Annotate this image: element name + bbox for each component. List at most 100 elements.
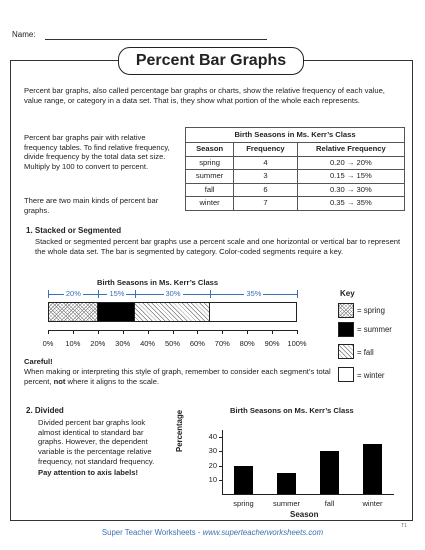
y-axis-tick xyxy=(219,479,223,481)
bar-fall xyxy=(320,451,339,494)
table-cell: 4 xyxy=(233,155,298,170)
key-label-summer: = summer xyxy=(357,325,392,334)
section2-body: Divided percent bar graphs look almost i… xyxy=(38,418,155,466)
axis-tick xyxy=(297,330,298,334)
key-label-spring: = spring xyxy=(357,306,385,315)
y-tick-label: 20 xyxy=(208,460,217,470)
table-row: spring 4 0.20 → 20% xyxy=(184,155,406,170)
key-title: Key xyxy=(340,289,355,298)
section1-title: 1. Stacked or Segmented xyxy=(26,226,122,235)
axis-tick xyxy=(272,330,274,334)
axis-label-reminder: Pay attention to axis labels! xyxy=(38,468,139,477)
table-cell: 7 xyxy=(233,196,298,211)
table-header: Relative Frequency xyxy=(296,142,406,157)
x-category-label: fall xyxy=(324,499,335,508)
x-category-label: summer xyxy=(272,499,301,508)
x-category-label: spring xyxy=(233,499,254,508)
axis-tick-label: 40% xyxy=(140,339,156,348)
axis-tick-label: 90% xyxy=(264,339,280,348)
table-row: fall 6 0.30 → 30% xyxy=(184,182,406,197)
stacked-segment-winter xyxy=(209,303,296,321)
table-caption: Birth Seasons in Ms. Kerr’s Class xyxy=(185,127,405,143)
y-tick-label: 30 xyxy=(208,446,217,456)
table-cell: spring xyxy=(184,155,235,170)
axis-tick-label: 10% xyxy=(65,339,81,348)
segment-percent-label: 15% xyxy=(107,289,127,299)
corner-code: T1 xyxy=(401,523,407,529)
axis-tick xyxy=(172,330,174,334)
intro-paragraph: Percent bar graphs, also called percenta… xyxy=(24,86,385,105)
table-header: Frequency xyxy=(233,142,298,157)
table-cell: 3 xyxy=(233,169,298,184)
section1-body: Stacked or segmented percent bar graphs … xyxy=(35,237,401,256)
name-input-line[interactable] xyxy=(45,39,267,40)
axis-tick-label: 70% xyxy=(214,339,230,348)
page-title: Percent Bar Graphs xyxy=(118,47,304,75)
table-cell: 0.15 → 15% xyxy=(296,169,406,184)
segment-percent-label: 30% xyxy=(163,289,183,299)
stacked-chart-title: Birth Seasons in Ms. Kerr’s Class xyxy=(97,278,219,287)
axis-tick-label: 30% xyxy=(115,339,131,348)
axis-tick xyxy=(247,330,249,334)
key-swatch-winter xyxy=(338,367,354,382)
axis-tick xyxy=(222,330,224,334)
careful-title: Careful! xyxy=(24,357,53,366)
key-swatch-spring xyxy=(338,303,354,318)
table-cell: fall xyxy=(184,182,235,197)
axis-tick xyxy=(122,330,124,334)
footer: Super Teacher Worksheets - www.superteac… xyxy=(101,528,324,537)
axis-tick xyxy=(72,330,74,334)
table-cell: winter xyxy=(184,196,235,211)
axis-tick-label: 60% xyxy=(189,339,205,348)
section2-title: 2. Divided xyxy=(26,406,64,415)
relative-frequency-explanation: Percent bar graphs pair with relative fr… xyxy=(24,133,170,172)
y-axis xyxy=(222,430,223,494)
x-axis xyxy=(222,494,394,495)
key-label-fall: = fall xyxy=(357,348,374,357)
axis-tick-label: 80% xyxy=(239,339,255,348)
two-kinds-text: There are two main kinds of percent bar … xyxy=(24,196,159,215)
careful-text: When making or interpreting this style o… xyxy=(24,367,331,386)
table-row: winter 7 0.35 → 35% xyxy=(184,196,406,211)
table-cell: 0.30 → 30% xyxy=(296,182,406,197)
table-cell: summer xyxy=(184,169,235,184)
table-cell: 6 xyxy=(233,182,298,197)
stacked-bar xyxy=(48,302,297,322)
stacked-segment-spring xyxy=(49,303,99,321)
table-cell: 0.20 → 20% xyxy=(296,155,406,170)
key-swatch-summer xyxy=(338,322,354,337)
name-label: Name: xyxy=(12,30,36,39)
y-tick-label: 10 xyxy=(208,474,217,484)
y-axis-tick xyxy=(219,465,223,467)
y-axis-tick xyxy=(219,437,223,439)
footer-link[interactable]: www.superteacherworksheets.com xyxy=(202,528,324,537)
axis-tick xyxy=(48,330,49,334)
y-tick-label: 40 xyxy=(208,432,217,442)
stacked-segment-fall xyxy=(135,303,210,321)
key-swatch-fall xyxy=(338,344,354,359)
table-cell: 0.35 → 35% xyxy=(296,196,406,211)
axis-tick-label: 50% xyxy=(164,339,180,348)
segment-percent-label: 20% xyxy=(63,289,83,299)
axis-tick xyxy=(97,330,99,334)
frequency-table: Birth Seasons in Ms. Kerr’s Class Season… xyxy=(184,127,406,211)
table-header: Season xyxy=(184,142,235,157)
axis-tick-label: 20% xyxy=(90,339,106,348)
segment-bracket-tick xyxy=(97,290,99,298)
stacked-segment-summer xyxy=(98,303,136,321)
segment-bracket-tick xyxy=(297,290,298,298)
bar-winter xyxy=(363,444,382,494)
axis-tick-label: 100% xyxy=(287,339,307,348)
axis-tick xyxy=(147,330,149,334)
segment-bracket-tick xyxy=(135,290,137,298)
key-label-winter: = winter xyxy=(357,371,385,380)
x-category-label: winter xyxy=(362,499,383,508)
bar-spring xyxy=(234,465,253,494)
careful-emphasis: not xyxy=(53,376,66,386)
y-axis-tick xyxy=(219,451,223,453)
segment-bracket-tick xyxy=(209,290,211,298)
segment-percent-label: 35% xyxy=(244,289,264,299)
table-row: summer 3 0.15 → 15% xyxy=(184,169,406,184)
axis-tick-label: 0% xyxy=(42,339,54,348)
divided-chart-title: Birth Seasons on Ms. Kerr’s Class xyxy=(230,406,354,415)
